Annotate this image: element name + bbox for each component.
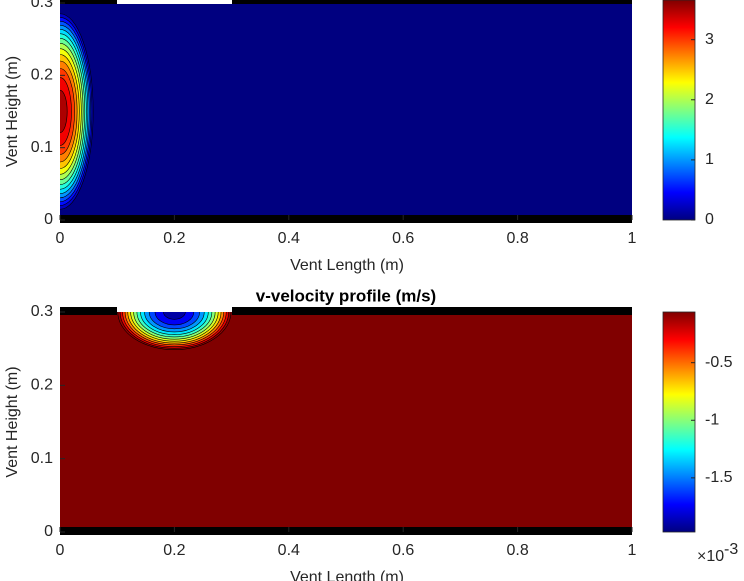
plot-area bbox=[60, 312, 632, 532]
x-axis-label: Vent Length (m) bbox=[290, 257, 404, 274]
x-tick-label: 0 bbox=[56, 542, 65, 559]
background-field bbox=[60, 312, 632, 532]
x-axis-label: Vent Length (m) bbox=[290, 569, 404, 581]
plot-area bbox=[60, 3, 632, 220]
colorbar-exponent-power: -3 bbox=[724, 541, 738, 558]
colorbar-tick-label: 1 bbox=[705, 151, 714, 168]
y-tick-label: 0 bbox=[44, 211, 53, 228]
colorbar-tick-label: 2 bbox=[705, 91, 714, 108]
x-tick-label: 0.8 bbox=[506, 542, 528, 559]
colorbar bbox=[662, 311, 696, 533]
y-tick-label: 0.1 bbox=[31, 139, 53, 156]
y-tick-label: 0.2 bbox=[31, 377, 53, 394]
x-tick-label: 0.2 bbox=[163, 542, 185, 559]
background-field bbox=[60, 3, 632, 220]
contour-level bbox=[163, 312, 186, 320]
colorbar-exponent: ×10 bbox=[697, 548, 724, 565]
wall-top-right bbox=[232, 307, 632, 315]
x-tick-label: 0.4 bbox=[278, 230, 300, 247]
wall-top-left bbox=[60, 307, 117, 315]
x-tick-label: 0.6 bbox=[392, 542, 414, 559]
colorbar-tick-label: 0 bbox=[705, 211, 714, 228]
y-axis-label: Vent Height (m) bbox=[4, 366, 21, 477]
y-tick-label: 0.3 bbox=[31, 0, 53, 11]
x-tick-label: 0.6 bbox=[392, 230, 414, 247]
colorbar-tick-label: -1.5 bbox=[705, 469, 733, 486]
x-tick-label: 0.4 bbox=[278, 542, 300, 559]
wall-top-right bbox=[232, 0, 632, 4]
x-tick-label: 0.8 bbox=[506, 230, 528, 247]
colorbar-tick-label: -0.5 bbox=[705, 354, 733, 371]
y-tick-label: 0.1 bbox=[31, 450, 53, 467]
y-tick-label: 0.2 bbox=[31, 67, 53, 84]
wall-top-left bbox=[60, 0, 117, 4]
chart-title: v-velocity profile (m/s) bbox=[256, 286, 436, 305]
y-axis-label: Vent Height (m) bbox=[4, 56, 21, 167]
x-tick-label: 1 bbox=[628, 230, 637, 247]
contour-level bbox=[60, 90, 68, 133]
y-tick-label: 0.3 bbox=[31, 303, 53, 320]
y-tick-label: 0 bbox=[44, 523, 53, 540]
x-tick-label: 0 bbox=[56, 230, 65, 247]
colorbar bbox=[662, 0, 696, 221]
wall-bottom bbox=[60, 527, 632, 535]
x-tick-label: 1 bbox=[628, 542, 637, 559]
x-tick-label: 0.2 bbox=[163, 230, 185, 247]
colorbar-tick-label: 3 bbox=[705, 31, 714, 48]
wall-bottom bbox=[60, 215, 632, 223]
inlet-gap bbox=[117, 0, 232, 4]
colorbar-tick-label: -1 bbox=[705, 411, 719, 428]
